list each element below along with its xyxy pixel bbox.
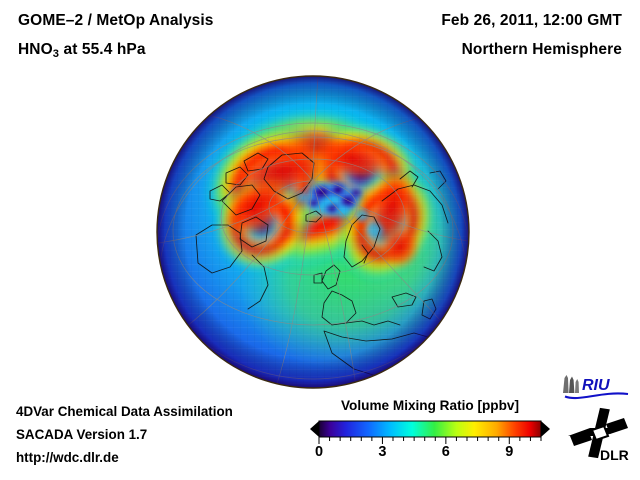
dlr-logo[interactable]: DLR	[566, 406, 632, 464]
colorbar-tick-9: 9	[505, 444, 514, 460]
limb-shading	[157, 76, 469, 388]
colorbar-tick-0: 0	[314, 444, 324, 460]
footer-info: 4DVar Chemical Data Assimilation SACADA …	[16, 400, 233, 469]
globe-map	[156, 75, 470, 389]
data-center-url[interactable]: http://wdc.dlr.de	[16, 450, 119, 465]
dlr-pinwheel-icon	[568, 407, 628, 459]
colorbar-tick-3: 3	[378, 444, 387, 460]
riu-logo-text: RIU	[582, 377, 610, 394]
dlr-logo-text: DLR	[600, 447, 629, 463]
globe-outline	[156, 75, 470, 389]
species-suffix: at 55.4 hPa	[59, 41, 146, 58]
page-title: GOME–2 / MetOp Analysis	[18, 12, 214, 29]
riu-wave-icon	[564, 392, 629, 400]
colorbar-frame	[318, 420, 542, 438]
colorbar-tick-6: 6	[441, 444, 450, 460]
colorbar-ticks	[318, 437, 542, 444]
colorbar-title: Volume Mixing Ratio [ppbv]	[341, 398, 519, 413]
colorbar-high-cap	[541, 421, 550, 437]
species-level-label: HNO3 at 55.4 hPa	[18, 41, 146, 60]
colorbar: Volume Mixing Ratio [ppbv]	[310, 398, 550, 472]
colorbar-low-cap	[310, 421, 319, 437]
colorbar-bar	[310, 420, 550, 444]
region-label: Northern Hemisphere	[461, 41, 622, 58]
species-subscript: 3	[52, 48, 60, 61]
riu-logo[interactable]: RIU	[560, 371, 630, 401]
colorbar-tick-labels: 0 3 6 9	[310, 444, 550, 464]
globe-data-layer	[157, 76, 469, 388]
assimilation-method-label: 4DVar Chemical Data Assimilation	[16, 404, 233, 419]
species-prefix: HNO	[18, 41, 53, 58]
riu-tower-icon	[563, 375, 579, 393]
version-label: SACADA Version 1.7	[16, 427, 148, 442]
colorbar-gradient	[319, 421, 541, 437]
timestamp-label: Feb 26, 2011, 12:00 GMT	[441, 12, 622, 29]
